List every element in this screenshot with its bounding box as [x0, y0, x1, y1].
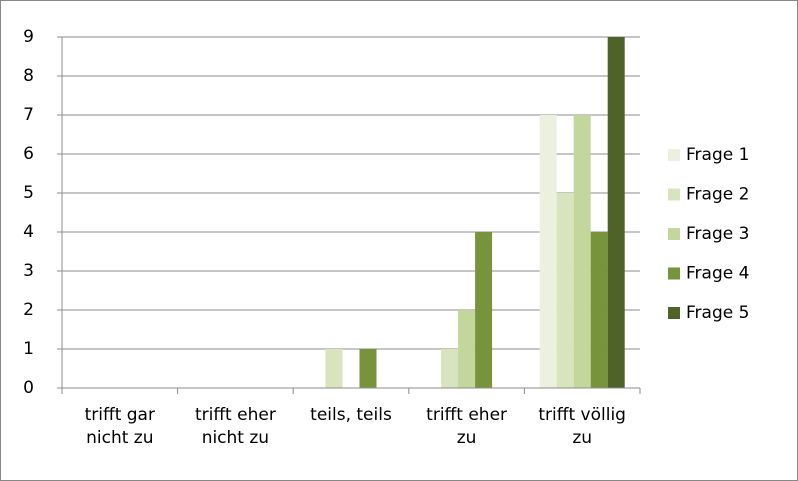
legend-label: Frage 1: [686, 145, 749, 165]
bar: [590, 232, 608, 388]
bar: [325, 349, 343, 388]
y-tick-label: 7: [23, 105, 34, 125]
bar: [475, 232, 493, 388]
x-tick-label: teils, teils: [310, 405, 392, 425]
x-tick-label: trifft eher nicht zu: [194, 405, 276, 448]
x-tick-label: trifft gar nicht zu: [84, 405, 155, 448]
bar: [458, 310, 476, 388]
y-tick-label: 3: [23, 261, 34, 281]
legend-swatch: [668, 188, 680, 201]
bar: [556, 193, 574, 388]
y-tick-label: 4: [23, 222, 34, 242]
legend-label: Frage 4: [686, 264, 749, 284]
legend-swatch: [668, 228, 680, 240]
legend-label: Frage 2: [686, 185, 749, 205]
bar: [359, 349, 377, 388]
y-tick-label: 2: [23, 300, 34, 320]
bar: [539, 115, 557, 388]
legend-label: Frage 3: [686, 224, 749, 244]
y-tick-label: 6: [23, 144, 34, 164]
legend-swatch: [668, 149, 680, 161]
y-tick-label: 9: [23, 27, 34, 47]
y-tick-label: 5: [23, 183, 34, 203]
legend-swatch: [668, 307, 680, 319]
legend-label: Frage 5: [686, 303, 749, 323]
bar: [573, 115, 591, 388]
x-tick-label: trifft eher zu: [426, 405, 508, 448]
y-tick-label: 1: [23, 339, 34, 359]
y-tick-label: 8: [23, 66, 34, 86]
x-tick-label: trifft völlig zu: [538, 405, 626, 448]
bar: [607, 37, 625, 388]
bar: [441, 349, 459, 388]
legend-swatch: [668, 267, 680, 280]
y-tick-label: 0: [23, 378, 34, 398]
